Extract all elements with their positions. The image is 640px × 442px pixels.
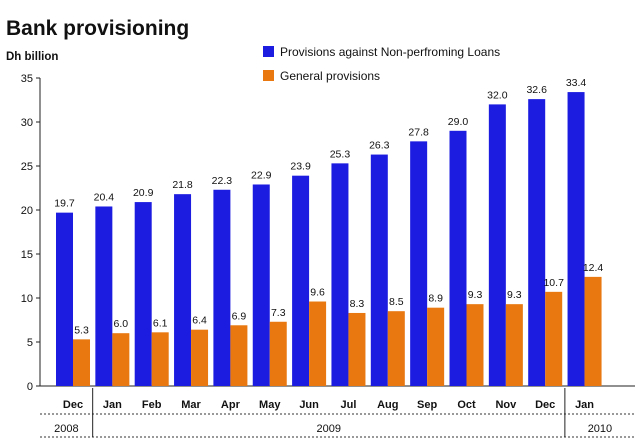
legend-label-npl: Provisions against Non-perfroming Loans [280, 45, 500, 59]
x-category-label: Dec [63, 399, 83, 411]
data-label-npl: 19.7 [54, 198, 75, 210]
bar-npl [567, 92, 585, 386]
y-tick-label: 35 [21, 73, 33, 85]
y-tick-label: 25 [21, 161, 33, 173]
x-category-label: Jan [103, 399, 122, 411]
bar-general [73, 339, 90, 386]
bar-npl [331, 163, 349, 386]
bar-general [112, 333, 130, 386]
unit-label: Dh billion [6, 51, 58, 63]
data-label-general: 8.9 [428, 293, 443, 305]
x-category-label: Nov [495, 399, 517, 411]
bar-general [505, 304, 523, 386]
data-label-general: 6.4 [192, 315, 207, 327]
x-category-label: May [259, 399, 281, 411]
bar-general [151, 332, 169, 386]
x-category-label: Sep [417, 399, 437, 411]
bar-general [309, 301, 327, 386]
data-label-npl: 32.6 [526, 84, 547, 96]
data-label-general: 6.1 [153, 317, 168, 329]
data-label-npl: 20.9 [133, 187, 154, 199]
data-label-general: 6.0 [114, 318, 129, 330]
data-label-npl: 29.0 [448, 116, 469, 128]
data-label-npl: 32.0 [487, 89, 508, 101]
bar-general [466, 304, 484, 386]
legend-swatch-npl [263, 46, 274, 57]
bar-general [230, 325, 248, 386]
bar-general [348, 312, 366, 386]
x-category-label: Jun [299, 399, 319, 411]
bar-npl [95, 206, 113, 386]
data-label-general: 10.7 [543, 277, 564, 289]
bar-npl [449, 130, 467, 386]
y-tick-label: 10 [21, 293, 33, 305]
data-label-npl: 22.3 [212, 175, 233, 187]
bar-npl [488, 104, 506, 387]
data-label-npl: 33.4 [566, 77, 587, 89]
y-tick-label: 30 [21, 117, 33, 129]
data-label-general: 5.3 [74, 324, 89, 336]
bar-npl [252, 184, 270, 386]
bar-general [269, 321, 287, 386]
bar-general [545, 291, 563, 386]
bar-npl [410, 141, 428, 386]
legend-swatch-general [263, 70, 274, 81]
bar-general [191, 329, 209, 386]
data-label-general: 12.4 [583, 262, 604, 274]
year-label: 2010 [588, 423, 612, 435]
y-tick-label: 5 [27, 337, 33, 349]
bar-npl [292, 175, 310, 386]
data-label-npl: 23.9 [290, 161, 311, 173]
x-category-label: Feb [142, 399, 162, 411]
bar-npl [213, 189, 231, 386]
data-label-general: 9.6 [310, 287, 325, 299]
y-tick-label: 0 [27, 381, 33, 393]
chart-title: Bank provisioning [6, 17, 189, 40]
bar-npl [174, 194, 192, 386]
data-label-general: 9.3 [468, 289, 483, 301]
bar-general [584, 276, 602, 386]
data-label-npl: 20.4 [94, 191, 115, 203]
x-category-label: Aug [377, 399, 398, 411]
year-label: 2008 [54, 423, 78, 435]
bar-npl [134, 202, 152, 386]
plot-area: 0 5 10 15 20 25 30 35 19.7 20.4 20.9 21.8 22.3 22.9 23… [21, 73, 635, 438]
bar-general [427, 307, 445, 386]
data-label-general: 9.3 [507, 289, 522, 301]
x-category-label: Dec [535, 399, 555, 411]
x-category-label: Apr [221, 399, 241, 411]
x-category-label: Mar [181, 399, 201, 411]
x-category-label: Jul [340, 399, 356, 411]
data-label-general: 7.3 [271, 307, 286, 319]
data-label-general: 8.3 [350, 298, 365, 310]
data-label-general: 8.5 [389, 296, 404, 308]
y-tick-label: 20 [21, 205, 33, 217]
data-label-npl: 27.8 [408, 126, 429, 138]
bar-npl [528, 99, 546, 387]
y-tick-label: 15 [21, 249, 33, 261]
year-label: 2009 [317, 423, 341, 435]
bar-general [387, 311, 405, 386]
data-label-npl: 26.3 [369, 140, 390, 152]
x-category-label: Oct [457, 399, 476, 411]
bar-npl [370, 154, 388, 386]
bar-npl [56, 212, 73, 386]
legend-label-general: General provisions [280, 69, 380, 83]
x-category-label: Jan [575, 399, 594, 411]
data-label-npl: 25.3 [330, 148, 351, 160]
data-label-npl: 22.9 [251, 169, 272, 181]
data-label-general: 6.9 [232, 310, 247, 322]
data-label-npl: 21.8 [172, 179, 193, 191]
